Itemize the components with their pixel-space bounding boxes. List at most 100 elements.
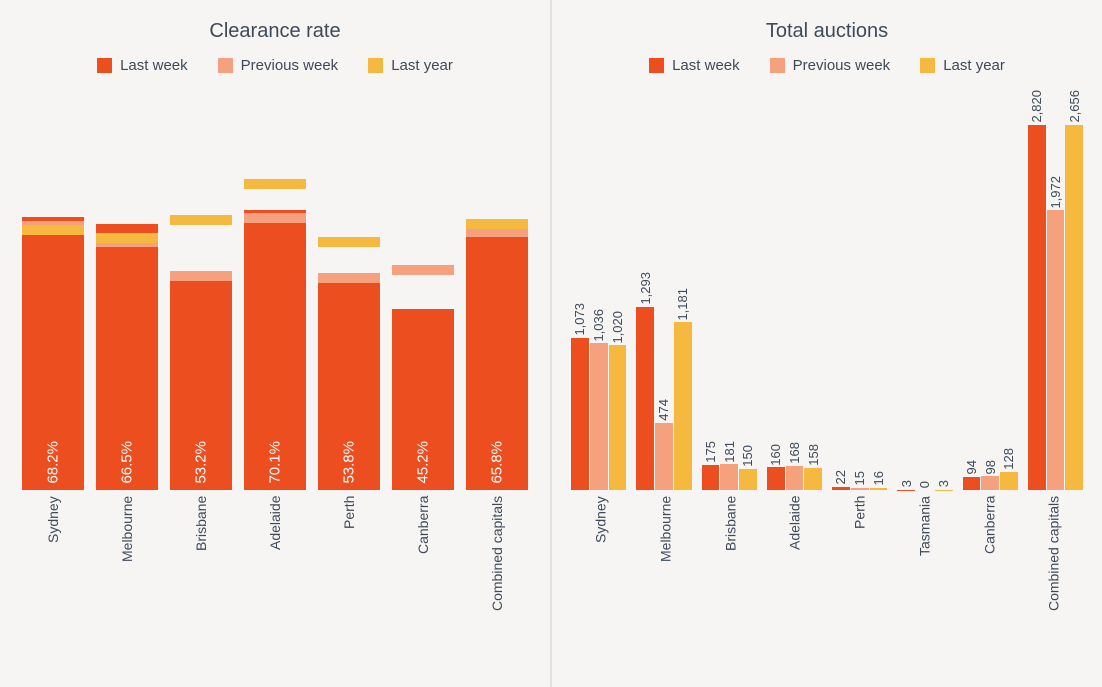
auctions-bar-label: 0 <box>917 481 932 488</box>
xaxis-tick: Melbourne <box>96 496 158 656</box>
clearance-marker <box>244 179 306 189</box>
clearance-xaxis: SydneyMelbourneBrisbaneAdelaidePerthCanb… <box>12 490 538 656</box>
clearance-bar-group: 68.2% <box>22 90 84 490</box>
auctions-bar-wrap: 474 <box>655 90 673 490</box>
auctions-bar-wrap: 1,293 <box>636 90 654 490</box>
clearance-marker <box>392 265 454 275</box>
clearance-bar-label: 68.2% <box>22 435 84 490</box>
auctions-bar-wrap: 22 <box>832 90 850 490</box>
auctions-bar-wrap: 1,972 <box>1047 90 1065 490</box>
auctions-bar-label: 168 <box>787 442 802 464</box>
legend-swatch-last-year <box>920 58 935 73</box>
auctions-bar-wrap: 1,036 <box>590 90 608 490</box>
legend-swatch-last-week <box>649 58 664 73</box>
clearance-marker <box>96 233 158 243</box>
clearance-bar-group: 45.2% <box>392 90 454 490</box>
clearance-bar-label: 70.1% <box>244 435 306 490</box>
xaxis-tick: Perth <box>832 496 887 656</box>
auctions-bar-wrap: 128 <box>1000 90 1018 490</box>
legend-label: Last year <box>391 57 453 74</box>
xaxis-tick: Brisbane <box>703 496 758 656</box>
clearance-bar: 66.5% <box>96 224 158 490</box>
auctions-bar <box>636 307 654 490</box>
auctions-bar-label: 1,020 <box>610 311 625 344</box>
auctions-bar <box>720 464 738 490</box>
clearance-bar-label: 45.2% <box>392 435 454 490</box>
clearance-bar-group: 53.2% <box>170 90 232 490</box>
clearance-chart: 68.2%66.5%53.2%70.1%53.8%45.2%65.8% <box>12 90 538 490</box>
clearance-title: Clearance rate <box>12 20 538 43</box>
auctions-bar-wrap: 2,820 <box>1028 90 1046 490</box>
auctions-title: Total auctions <box>564 20 1090 43</box>
clearance-marker <box>170 215 232 225</box>
auctions-bar-label: 94 <box>964 460 979 474</box>
auctions-bar <box>1028 125 1046 490</box>
xaxis-tick: Melbourne <box>638 496 693 656</box>
auctions-bar-wrap: 3 <box>935 90 953 490</box>
auctions-bar-wrap: 1,181 <box>674 90 692 490</box>
legend-swatch-last-week <box>97 58 112 73</box>
auctions-bar-wrap: 1,020 <box>609 90 627 490</box>
xaxis-tick: Combined capitals <box>1026 496 1081 656</box>
auctions-bar <box>655 423 673 490</box>
clearance-bar: 45.2% <box>392 309 454 490</box>
legend-item: Previous week <box>770 57 891 74</box>
clearance-bar: 65.8% <box>466 227 528 490</box>
legend-item: Last year <box>920 57 1005 74</box>
auctions-bar <box>702 465 720 490</box>
auctions-bar-group: 160168158 <box>767 90 822 490</box>
auctions-bar-wrap: 98 <box>981 90 999 490</box>
auctions-bar-group: 1,073 1,036 1,020 <box>571 90 626 490</box>
auctions-bar <box>1047 210 1065 490</box>
auctions-bar <box>674 322 692 490</box>
xaxis-tick: Sydney <box>22 496 84 656</box>
legend-item: Last week <box>97 57 188 74</box>
legend-swatch-previous-week <box>770 58 785 73</box>
auctions-bar <box>981 476 999 490</box>
clearance-bar-label: 53.8% <box>318 435 380 490</box>
legend-item: Last year <box>368 57 453 74</box>
xaxis-tick: Canberra <box>392 496 454 656</box>
auctions-panel: Total auctions Last week Previous week L… <box>550 0 1102 687</box>
auctions-bar-group: 9498128 <box>963 90 1018 490</box>
clearance-bar-group: 65.8% <box>466 90 528 490</box>
legend-label: Last year <box>943 57 1005 74</box>
auctions-bar-wrap: 3 <box>897 90 915 490</box>
auctions-bar <box>609 345 627 490</box>
auctions-bar-wrap: 1,073 <box>571 90 589 490</box>
auctions-bar <box>851 488 869 490</box>
xaxis-tick: Perth <box>318 496 380 656</box>
auctions-bar-wrap: 168 <box>786 90 804 490</box>
clearance-marker <box>244 213 306 223</box>
clearance-bar-label: 66.5% <box>96 435 158 490</box>
auctions-bar <box>963 477 981 490</box>
xaxis-tick: Canberra <box>962 496 1017 656</box>
clearance-marker <box>170 271 232 281</box>
clearance-bar-label: 65.8% <box>466 435 528 490</box>
auctions-bar-wrap: 15 <box>851 90 869 490</box>
clearance-marker <box>318 237 380 247</box>
auctions-bar-label: 3 <box>899 480 914 487</box>
xaxis-tick: Sydney <box>573 496 628 656</box>
auctions-bar-label: 1,073 <box>572 303 587 336</box>
clearance-bar-group: 66.5% <box>96 90 158 490</box>
auctions-bar-label: 3 <box>936 480 951 487</box>
clearance-legend: Last week Previous week Last year <box>12 57 538 74</box>
auctions-bar <box>1065 125 1083 490</box>
clearance-bar: 53.8% <box>318 275 380 490</box>
auctions-bar-label: 22 <box>833 470 848 484</box>
auctions-bar-group: 221516 <box>832 90 887 490</box>
auctions-bar-label: 160 <box>768 444 783 466</box>
auctions-bar <box>870 488 888 490</box>
auctions-bar <box>1000 472 1018 490</box>
auctions-bar <box>786 466 804 490</box>
auctions-bar-label: 1,036 <box>591 309 606 342</box>
auctions-bar-label: 181 <box>722 441 737 463</box>
auctions-bar-label: 474 <box>656 399 671 421</box>
auctions-bar-wrap: 150 <box>739 90 757 490</box>
auctions-bar-group: 2,8201,9722,656 <box>1028 90 1083 490</box>
auctions-bar-wrap: 0 <box>916 90 934 490</box>
legend-item: Last week <box>649 57 740 74</box>
legend-label: Previous week <box>241 57 339 74</box>
auctions-bar <box>739 469 757 490</box>
